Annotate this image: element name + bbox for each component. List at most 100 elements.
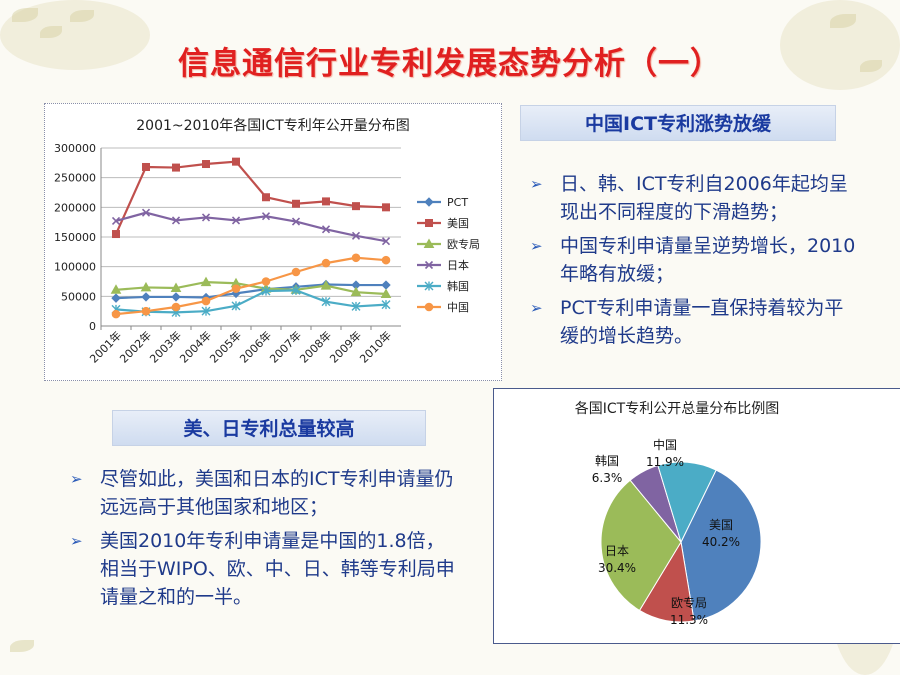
series-line	[115, 211, 387, 243]
marker-stroke	[111, 216, 121, 226]
legend-label: 韩国	[447, 279, 469, 293]
series-line	[115, 289, 387, 314]
legend-item: 欧专局	[417, 237, 480, 251]
line-chart: 2001~2010年各国ICT专利年公开量分布图 0 50000 100000 1500…	[54, 118, 480, 366]
data-point	[231, 284, 241, 293]
bullet-arrow-icon: ➢	[70, 470, 83, 488]
pie-chart-title: 各国ICT专利公开总量分布比例图	[575, 401, 779, 417]
marker-stroke	[231, 216, 241, 225]
page-title: 信息通信行业专利发展态势分析（一）	[178, 46, 722, 82]
legend-label: 欧专局	[447, 237, 480, 251]
data-point	[261, 212, 271, 221]
legend-label: 美国	[447, 217, 469, 230]
data-point	[171, 216, 181, 225]
data-point	[423, 238, 435, 248]
data-point	[200, 276, 212, 287]
series-欧专局	[110, 276, 392, 298]
marker-stroke	[424, 260, 434, 270]
y-tick-label: 100000	[54, 261, 96, 274]
section-heading-china: 中国ICT专利涨势放缓	[520, 105, 836, 141]
series-line	[115, 256, 387, 316]
legend-label: PCT	[447, 196, 468, 209]
x-tick-label: 2008年	[297, 328, 334, 365]
data-point	[111, 309, 121, 319]
data-point	[321, 258, 331, 268]
data-point	[352, 202, 360, 211]
legend-label: 中国	[447, 301, 469, 314]
data-point	[141, 306, 151, 316]
x-tick-label: 2006年	[237, 328, 274, 365]
data-point	[112, 230, 120, 239]
data-point	[172, 163, 180, 172]
x-tick-label: 2007年	[267, 328, 304, 365]
data-point	[321, 225, 331, 234]
x-tick-label: 2005年	[207, 328, 244, 365]
pie-label-percent: 6.3%	[592, 471, 623, 485]
legend-item: 日本	[417, 258, 469, 272]
data-point	[425, 219, 433, 227]
pie-slice-美国	[680, 469, 762, 622]
data-point	[351, 231, 361, 240]
data-point	[350, 286, 362, 297]
data-point	[424, 197, 434, 207]
pie-label: 美国 40.2%	[702, 518, 740, 549]
x-tick-label: 2004年	[177, 328, 214, 365]
data-point	[381, 237, 391, 246]
legend-item: PCT	[417, 196, 468, 209]
data-point	[292, 199, 300, 208]
series-韩国	[111, 285, 391, 317]
bullet-item: ➢ 美国2010年专利申请量是中国的1.8倍，相当于WIPO、欧、中、日、韩等专利…	[70, 527, 460, 611]
data-point	[142, 162, 150, 171]
y-tick-label: 50000	[61, 290, 96, 303]
pie-label-percent: 11.3%	[670, 613, 708, 627]
line-chart-title: 2001~2010年各国ICT专利年公开量分布图	[136, 118, 409, 134]
china-bullet-list: ➢ 日、韩、ICT专利自2006年起均呈现出不同程度的下滑趋势； ➢ 中国专利申请量…	[530, 170, 860, 356]
data-point	[111, 216, 121, 226]
pie-slice-中国	[657, 461, 717, 544]
data-point	[380, 288, 392, 298]
x-tick-label: 2001年	[87, 328, 124, 365]
data-point	[262, 193, 270, 202]
marker-stroke	[171, 216, 181, 225]
bullet-arrow-icon: ➢	[70, 532, 83, 550]
bullet-item: ➢ 日、韩、ICT专利自2006年起均呈现出不同程度的下滑趋势；	[530, 170, 860, 226]
marker-stroke	[381, 237, 391, 246]
data-point	[381, 300, 391, 310]
marker-stroke	[351, 231, 361, 240]
data-point	[111, 293, 121, 303]
data-point	[424, 281, 434, 291]
legend-label: 日本	[447, 258, 469, 272]
data-point	[322, 197, 330, 206]
line-chart-panel: 2001~2010年各国ICT专利年公开量分布图 0 50000 100000 1500…	[44, 103, 502, 381]
data-point	[231, 216, 241, 225]
us-bullet-list: ➢ 尽管如此，美国和日本的ICT专利申请量仍远远高于其他国家和地区； ➢ 美国201…	[70, 465, 460, 617]
section-heading-us-japan: 美、日专利总量较高	[112, 410, 426, 446]
legend-item: 中国	[417, 301, 469, 314]
bullet-arrow-icon: ➢	[530, 237, 543, 255]
series-中国	[111, 253, 391, 319]
pie-label-name: 欧专局	[671, 595, 707, 610]
bullet-item: ➢ 尽管如此，美国和日本的ICT专利申请量仍远远高于其他国家和地区；	[70, 465, 460, 521]
data-point	[291, 217, 301, 226]
series-日本	[111, 208, 391, 246]
y-tick-label: 300000	[54, 142, 96, 155]
bullet-item: ➢ PCT专利申请量一直保持着较为平缓的增长趋势。	[530, 294, 860, 350]
data-point	[201, 296, 211, 306]
data-point	[171, 292, 181, 302]
data-point	[261, 286, 271, 296]
marker-stroke	[261, 212, 271, 221]
bullet-arrow-icon: ➢	[530, 175, 543, 193]
marker-stroke	[291, 217, 301, 226]
pie-label: 日本 30.4%	[598, 544, 636, 575]
x-tick-label: 2010年	[357, 328, 394, 365]
bullet-arrow-icon: ➢	[530, 299, 543, 317]
data-point	[201, 306, 211, 316]
series-line	[114, 160, 387, 235]
data-point	[171, 302, 181, 312]
pie-label: 韩国 6.3%	[592, 453, 623, 485]
data-point	[424, 260, 434, 270]
data-point	[141, 292, 151, 302]
pie-label-name: 韩国	[595, 453, 619, 468]
data-point	[141, 208, 151, 217]
